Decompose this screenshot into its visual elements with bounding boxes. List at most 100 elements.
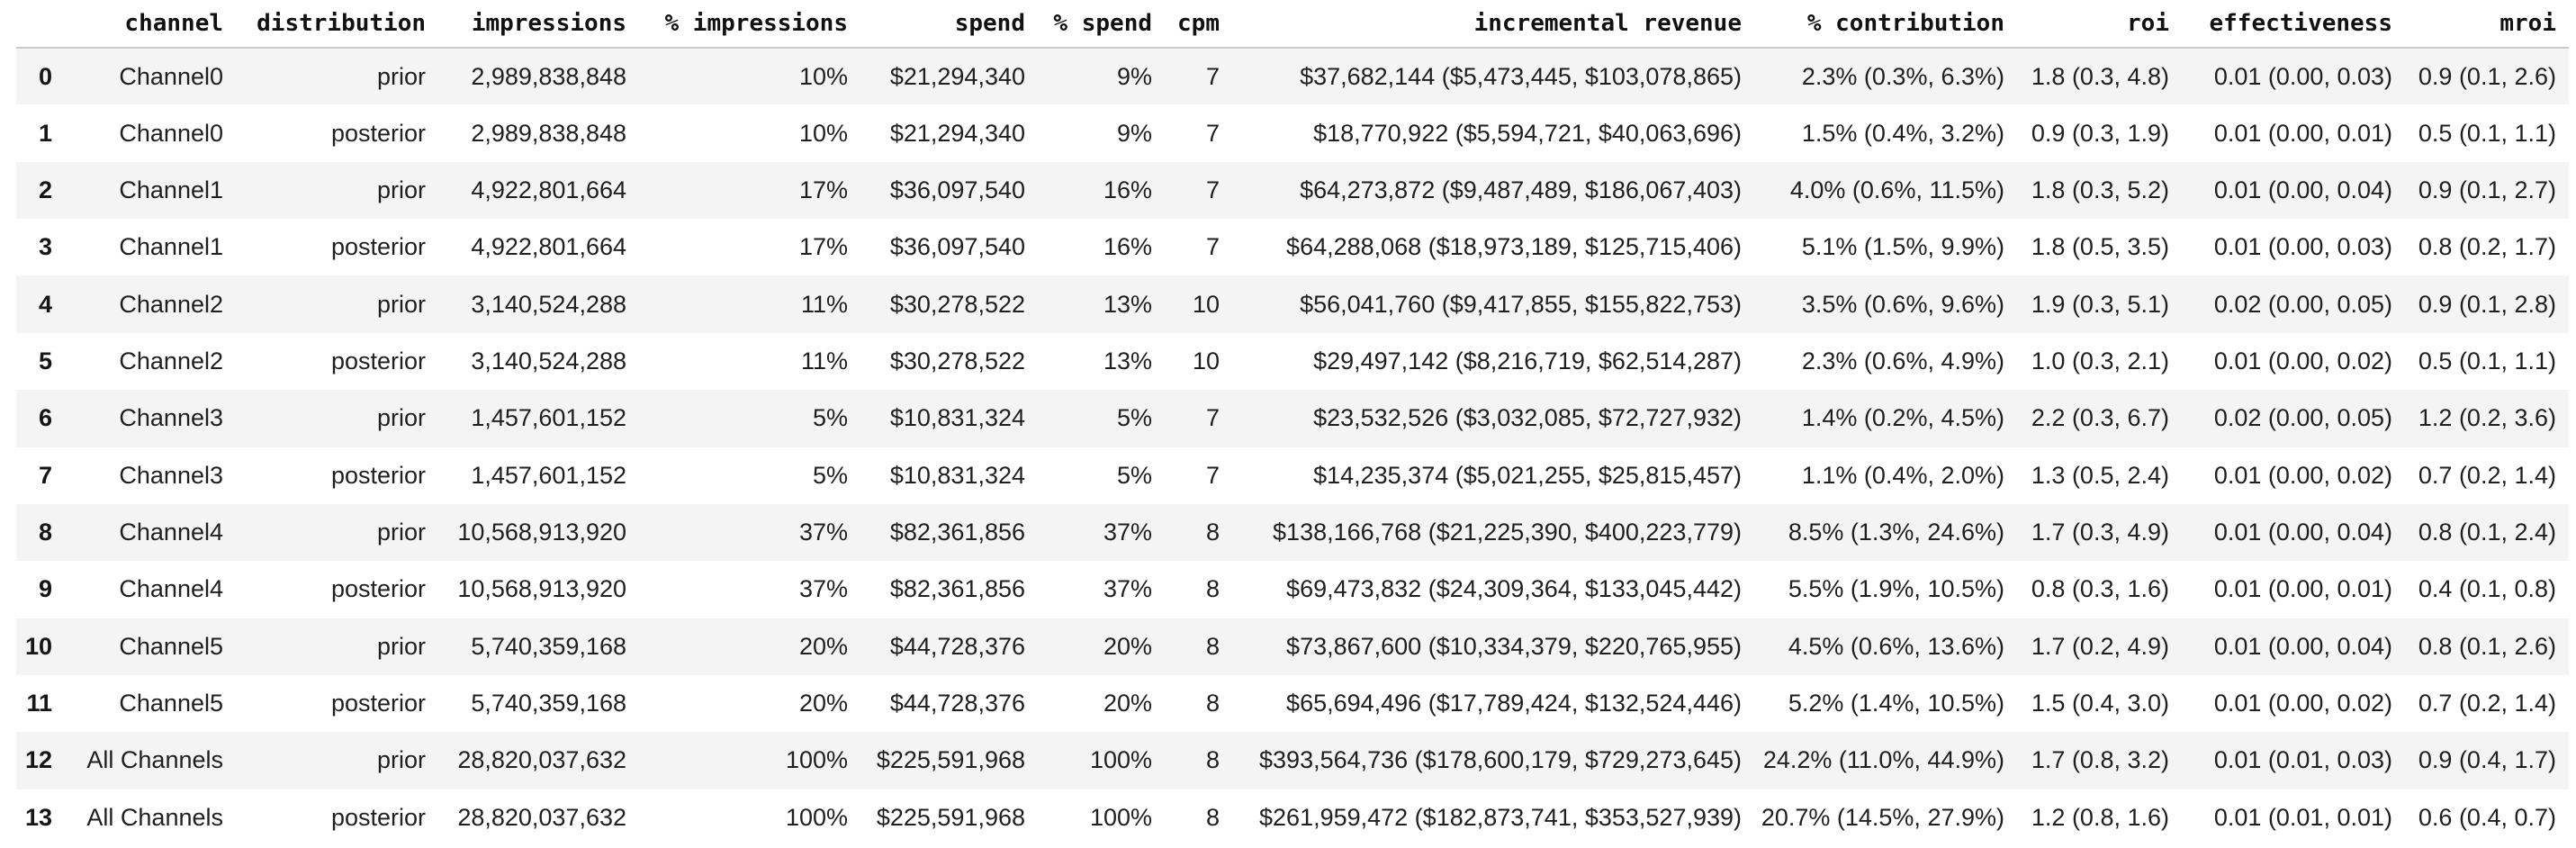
cell-mroi: 0.8 (0.2, 1.7) — [2418, 233, 2556, 261]
cell-incremental-revenue: $18,770,922 ($5,594,721, $40,063,696) — [1313, 119, 1742, 147]
cell-incremental-revenue: $138,166,768 ($21,225,390, $400,223,779) — [1273, 519, 1742, 546]
cell-mroi: 0.4 (0.1, 0.8) — [2418, 575, 2556, 603]
cell-contribution: 20.7% (14.5%, 27.9%) — [1761, 803, 2004, 831]
cell-distribution: prior — [376, 746, 426, 774]
table-row: 8 Channel4 prior 10,568,913,920 37% $82,361,8… — [16, 503, 2569, 562]
cell-distribution: posterior — [330, 347, 426, 374]
index-column-header — [16, 0, 65, 49]
summary-table-container: channel distribution impressions% impressi… — [16, 0, 2569, 846]
cell-impressions: 2,989,838,848 — [471, 62, 626, 90]
column-header-distribution: distribution — [236, 0, 438, 49]
cell-cpm: 7 — [1205, 233, 1220, 261]
cell-channel: Channel4 — [119, 519, 223, 546]
cell-spend: 37% — [1103, 575, 1152, 603]
cell-contribution: 2.3% (0.3%, 6.3%) — [1801, 62, 2004, 90]
cell-spend: $30,278,522 — [889, 347, 1025, 374]
cell-contribution: 3.5% (0.6%, 9.6%) — [1801, 290, 2004, 318]
cell-incremental-revenue: $37,682,144 ($5,473,445, $103,078,865) — [1300, 62, 1742, 90]
cell-cpm: 8 — [1205, 575, 1220, 603]
row-index: 13 — [24, 803, 52, 831]
cell-impressions: 11% — [800, 290, 848, 318]
column-header-spend: % spend — [1038, 0, 1165, 49]
cell-mroi: 0.5 (0.1, 1.1) — [2418, 347, 2556, 374]
row-index: 10 — [24, 632, 52, 660]
cell-cpm: 7 — [1205, 404, 1220, 432]
cell-cpm: 8 — [1205, 632, 1220, 660]
row-index: 5 — [38, 347, 52, 374]
cell-contribution: 1.5% (0.4%, 3.2%) — [1801, 119, 2004, 147]
column-header-cpm: cpm — [1165, 0, 1232, 49]
cell-roi: 1.5 (0.4, 3.0) — [2031, 690, 2169, 717]
cell-contribution: 1.1% (0.4%, 2.0%) — [1801, 461, 2004, 489]
table-row: 4 Channel2 prior 3,140,524,288 11% $30,278,52… — [16, 275, 2569, 333]
cell-effectiveness: 0.01 (0.00, 0.01) — [2213, 575, 2392, 603]
cell-spend: $21,294,340 — [889, 119, 1025, 147]
cell-cpm: 10 — [1192, 290, 1220, 318]
cell-roi: 1.7 (0.2, 4.9) — [2031, 632, 2169, 660]
column-header-channel: channel — [65, 0, 236, 49]
cell-roi: 1.7 (0.8, 3.2) — [2031, 746, 2169, 774]
table-header: channel distribution impressions% impressi… — [16, 0, 2569, 49]
cell-impressions: 37% — [798, 575, 848, 603]
cell-incremental-revenue: $261,959,472 ($182,873,741, $353,527,939… — [1259, 803, 1742, 831]
cell-roi: 2.2 (0.3, 6.7) — [2031, 404, 2169, 432]
cell-mroi: 0.8 (0.1, 2.6) — [2418, 632, 2556, 660]
cell-cpm: 8 — [1205, 519, 1220, 546]
cell-effectiveness: 0.01 (0.00, 0.03) — [2213, 62, 2392, 90]
cell-spend: $82,361,856 — [889, 575, 1025, 603]
column-header-impressions: impressions — [438, 0, 639, 49]
cell-distribution: prior — [376, 176, 426, 203]
table-row: 3 Channel1 posterior 4,922,801,664 17% $36,09… — [16, 219, 2569, 275]
cell-impressions: 17% — [798, 233, 848, 261]
cell-cpm: 7 — [1205, 119, 1220, 147]
cell-spend: $10,831,324 — [889, 404, 1025, 432]
cell-contribution: 24.2% (11.0%, 44.9%) — [1762, 746, 2004, 774]
cell-spend: 20% — [1103, 632, 1152, 660]
cell-impressions: 20% — [798, 632, 848, 660]
cell-impressions: 28,820,037,632 — [457, 803, 626, 831]
cell-contribution: 5.1% (1.5%, 9.9%) — [1801, 233, 2004, 261]
table-row: 5 Channel2 posterior 3,140,524,288 11% $30,27… — [16, 333, 2569, 390]
cell-cpm: 7 — [1205, 176, 1220, 203]
cell-impressions: 2,989,838,848 — [471, 119, 626, 147]
cell-channel: Channel0 — [119, 119, 223, 147]
cell-distribution: prior — [376, 62, 426, 90]
cell-impressions: 3,140,524,288 — [471, 290, 626, 318]
column-header-spend: spend — [860, 0, 1038, 49]
cell-spend: 9% — [1116, 119, 1152, 147]
cell-distribution: prior — [376, 404, 426, 432]
cell-effectiveness: 0.01 (0.00, 0.02) — [2213, 690, 2392, 717]
cell-channel: Channel3 — [119, 404, 223, 432]
cell-channel: Channel0 — [119, 62, 223, 90]
column-header-incremental-revenue: incremental revenue — [1232, 0, 1754, 49]
cell-incremental-revenue: $56,041,760 ($9,417,855, $155,822,753) — [1300, 290, 1742, 318]
cell-channel: All Channels — [86, 746, 223, 774]
cell-impressions: 5% — [812, 461, 848, 489]
cell-incremental-revenue: $23,532,526 ($3,032,085, $72,727,932) — [1313, 404, 1742, 432]
row-index: 12 — [24, 746, 52, 774]
cell-spend: $30,278,522 — [889, 290, 1025, 318]
cell-incremental-revenue: $65,694,496 ($17,789,424, $132,524,446) — [1286, 690, 1742, 717]
cell-contribution: 1.4% (0.2%, 4.5%) — [1801, 404, 2004, 432]
table-row: 1 Channel0 posterior 2,989,838,848 10% $21,29… — [16, 104, 2569, 161]
cell-spend: 13% — [1103, 290, 1152, 318]
cell-distribution: prior — [376, 519, 426, 546]
column-header-impressions: % impressions — [639, 0, 860, 49]
cell-effectiveness: 0.01 (0.00, 0.02) — [2213, 461, 2392, 489]
row-index: 4 — [38, 290, 52, 318]
cell-mroi: 0.9 (0.1, 2.7) — [2418, 176, 2556, 203]
cell-spend: 9% — [1116, 62, 1152, 90]
cell-spend: 100% — [1089, 803, 1152, 831]
cell-roi: 1.3 (0.5, 2.4) — [2031, 461, 2169, 489]
cell-contribution: 2.3% (0.6%, 4.9%) — [1801, 347, 2004, 374]
cell-effectiveness: 0.01 (0.00, 0.02) — [2213, 347, 2392, 374]
cell-mroi: 0.9 (0.4, 1.7) — [2418, 746, 2556, 774]
row-index: 0 — [38, 62, 52, 90]
cell-contribution: 8.5% (1.3%, 24.6%) — [1788, 519, 2004, 546]
cell-channel: Channel3 — [119, 461, 223, 489]
cell-roi: 1.0 (0.3, 2.1) — [2031, 347, 2169, 374]
cell-impressions: 20% — [798, 690, 848, 717]
cell-channel: Channel2 — [119, 347, 223, 374]
cell-effectiveness: 0.01 (0.00, 0.01) — [2213, 119, 2392, 147]
cell-impressions: 3,140,524,288 — [471, 347, 626, 374]
